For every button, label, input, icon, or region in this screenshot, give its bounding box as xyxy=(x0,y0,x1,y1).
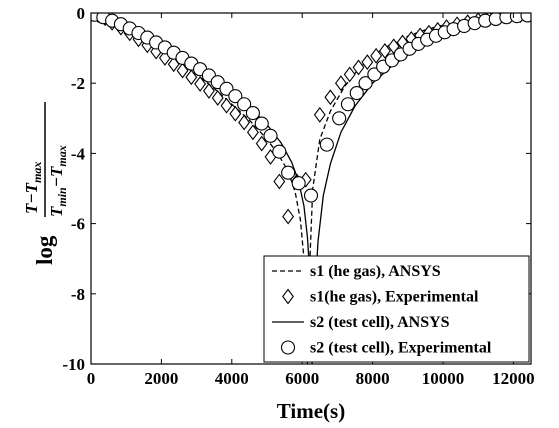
data-point xyxy=(263,128,278,143)
series-layer xyxy=(91,13,531,364)
data-point xyxy=(334,75,347,92)
data-point xyxy=(220,97,233,114)
x-tick-label: 4000 xyxy=(215,369,249,388)
data-point xyxy=(254,116,269,131)
y-tick-label: -4 xyxy=(71,144,86,163)
data-point xyxy=(340,97,356,112)
legend-marker xyxy=(282,288,294,305)
legend-label: s1 (he gas), ANSYS xyxy=(310,263,441,280)
data-point xyxy=(343,66,356,83)
y-tick-label: -6 xyxy=(71,215,85,234)
y-tick-label: -8 xyxy=(71,285,85,304)
data-point xyxy=(352,59,365,76)
data-point xyxy=(378,42,391,59)
data-point xyxy=(370,47,383,64)
data-point xyxy=(291,176,306,191)
legend-box xyxy=(263,255,530,363)
data-point xyxy=(238,114,251,131)
data-point xyxy=(246,124,259,141)
plot-frame xyxy=(90,12,532,365)
y-tick-label: 0 xyxy=(77,4,86,23)
data-point xyxy=(313,106,326,123)
data-point xyxy=(185,69,198,86)
x-tick-label: 2000 xyxy=(144,369,178,388)
legend-marker xyxy=(280,340,296,355)
data-point xyxy=(237,97,252,112)
y-tick-label: -10 xyxy=(62,355,85,374)
series-4 xyxy=(91,13,531,203)
data-point xyxy=(229,105,242,122)
data-point xyxy=(194,75,207,92)
x-tick-label: 10000 xyxy=(422,369,465,388)
data-point xyxy=(303,188,319,203)
legend-label: s2 (test cell), ANSYS xyxy=(310,314,450,331)
y-axis-title-denominator: Tmin−Tmax xyxy=(47,145,69,217)
data-point xyxy=(324,89,337,106)
data-point xyxy=(272,144,287,159)
data-point xyxy=(176,62,189,79)
data-point xyxy=(358,76,373,91)
y-axis-title: log T−Tmax Tmin−Tmax xyxy=(22,102,69,265)
legend: s1 (he gas), ANSYS s1(he gas), Experiment… xyxy=(263,255,530,363)
legend-label: s1(he gas), Experimental xyxy=(310,289,479,306)
data-point xyxy=(202,83,215,99)
data-point xyxy=(367,67,382,82)
data-point xyxy=(281,165,296,180)
y-axis-title-numerator: T−Tmax xyxy=(22,162,44,214)
data-point xyxy=(332,111,347,126)
data-point xyxy=(255,135,268,152)
data-point xyxy=(520,13,531,23)
axes-layer: 0 2000 4000 6000 8000 10000 12000 0 -2 -4 -6 -8 -10 xyxy=(62,4,534,388)
x-tick-label: 6000 xyxy=(285,369,319,388)
data-point xyxy=(349,85,364,101)
data-point xyxy=(319,137,334,152)
y-axis-title-prefix: log xyxy=(32,235,57,265)
data-point xyxy=(282,208,295,225)
y-tick-label: -2 xyxy=(71,74,85,93)
x-axis-title: Time(s) xyxy=(277,399,345,423)
legend-label: s2 (test cell), Experimental xyxy=(310,340,492,357)
data-point xyxy=(211,90,224,106)
x-tick-label: 0 xyxy=(87,369,96,388)
x-tick-label: 12000 xyxy=(492,369,535,388)
x-tick-label: 8000 xyxy=(356,369,390,388)
data-point xyxy=(361,54,374,71)
data-point xyxy=(228,89,243,104)
data-point xyxy=(245,105,260,121)
data-point xyxy=(273,173,286,190)
